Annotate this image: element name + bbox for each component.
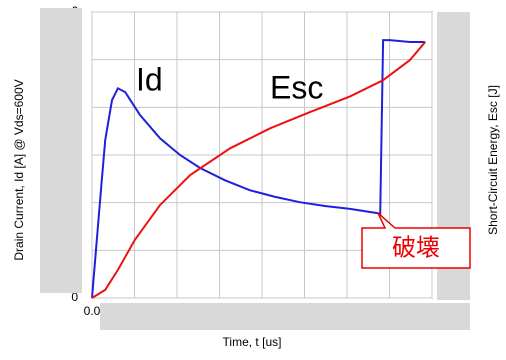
mask bbox=[40, 8, 82, 293]
callout bbox=[361, 212, 471, 269]
series-label: Id bbox=[136, 61, 163, 97]
y2-axis-label: Short-Circuit Energy, Esc [J] bbox=[486, 85, 500, 235]
series-label: Esc bbox=[270, 69, 323, 105]
y-axis-label: Drain Current, Id [A] @ Vds=600V bbox=[12, 79, 26, 260]
y-tick-label: 0 bbox=[71, 290, 78, 304]
x-axis-label: Time, t [us] bbox=[223, 335, 282, 349]
annotation: 破壊 bbox=[392, 234, 440, 261]
mask bbox=[100, 303, 470, 330]
line bbox=[91, 41, 426, 299]
line bbox=[91, 39, 426, 299]
x-tick-label: 0.0 bbox=[84, 304, 101, 318]
